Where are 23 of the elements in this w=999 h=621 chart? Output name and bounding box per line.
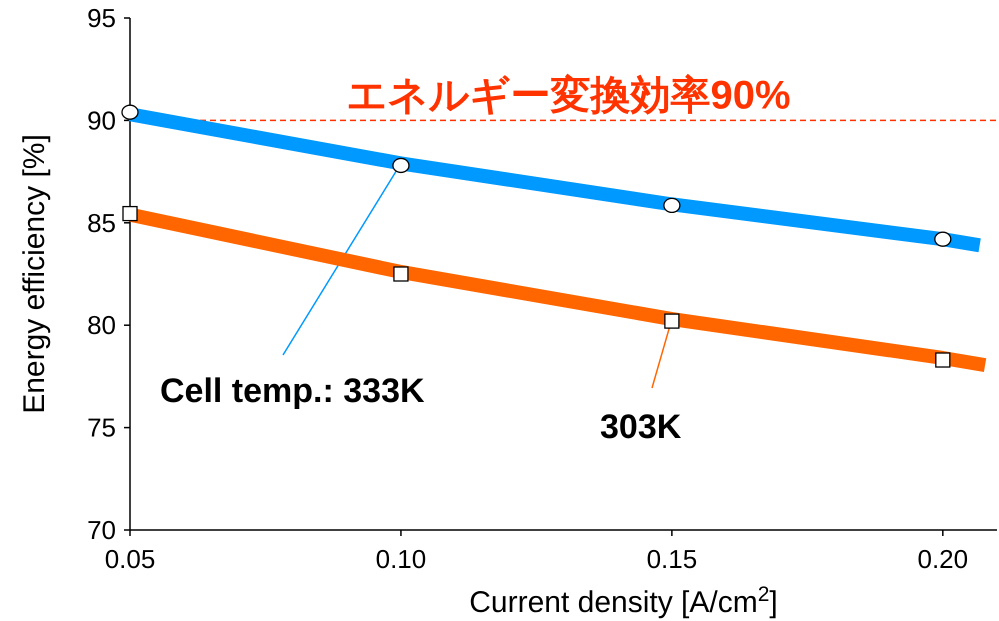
point [935,352,950,368]
y-tick-label: 70 [87,515,116,545]
y-tick-label: 80 [87,310,116,340]
point [934,232,952,247]
point [663,198,681,214]
point [392,158,410,174]
text: Cell temp.: 333K [160,372,425,410]
ref-line-label: エネルギー変換効率90% [346,73,791,118]
y-tick-label: 75 [87,412,116,443]
point [393,266,409,282]
x-tick-label: 0.20 [918,544,968,574]
point [122,206,138,222]
legend-label: 303K [600,408,682,446]
point [121,104,139,120]
y-axis-title: Energy efficiency [%] [18,134,51,414]
x-tick-label: 0.15 [646,544,698,574]
x-tick-label: 0.10 [376,544,426,574]
x-axis-title: Current density [A/cm$^{2}$] [469,582,778,619]
y-tick-label: 95 [87,3,116,33]
point [664,313,680,329]
y-tick-label: 85 [87,208,116,238]
y-tick-label: 90 [87,105,116,136]
x-tick-label: 0.05 [104,544,156,574]
